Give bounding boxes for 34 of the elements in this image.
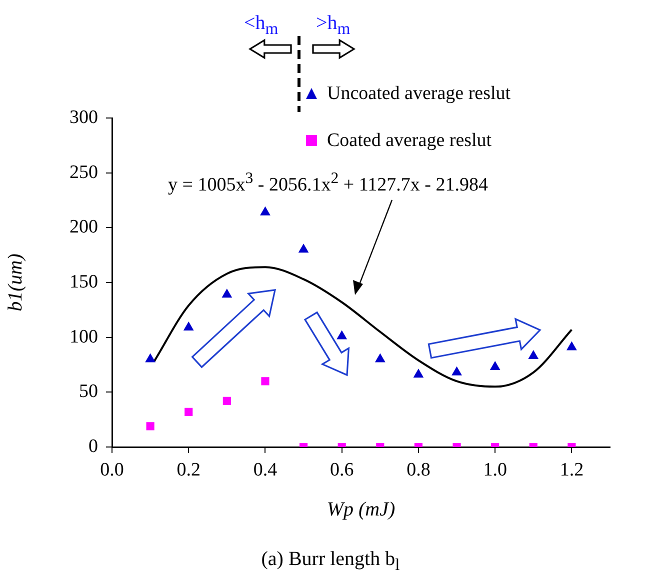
x-tick-label: 0.6 (330, 459, 354, 480)
y-tick-label: 200 (70, 216, 98, 238)
point (260, 206, 270, 216)
y-tick-label: 250 (70, 162, 98, 183)
y-tick-label: 100 (70, 326, 98, 348)
x-tick-label: 0.0 (100, 459, 124, 480)
text: (a) Burr length b$_{l}$ (260, 548, 401, 575)
point (375, 354, 385, 362)
x-tick-label: 0.2 (176, 459, 200, 480)
annotation: y = 1005x$^{3}$ - 2056.1x$^{2}$ + 1127.7x - 21.984 (168, 170, 488, 196)
point (414, 369, 424, 378)
point (337, 330, 347, 340)
point (298, 244, 308, 253)
y-tick-label: 300 (70, 106, 98, 128)
point (528, 350, 538, 359)
text: <h$_{m}$ (244, 12, 278, 39)
x-tick-label: 1.2 (560, 459, 584, 480)
x-tick-label: 1.0 (483, 459, 507, 480)
x-axis-title: Wp (mJ) (326, 498, 396, 520)
legend-label: Coated average reslut (327, 130, 492, 152)
y-tick-label: 150 (70, 271, 98, 292)
legend-label: Uncoated average reslut (327, 82, 511, 104)
y-tick-label: 50 (79, 381, 98, 402)
text: >h$_{m}$ (316, 12, 350, 39)
point (566, 342, 577, 350)
point (222, 289, 232, 298)
x-tick-label: 0.4 (253, 459, 278, 480)
point (490, 361, 500, 370)
point (452, 366, 462, 376)
point (184, 322, 194, 330)
point (145, 354, 156, 362)
y-axis-title: b1(um) (4, 253, 26, 312)
x-tick-label: 0.8 (406, 459, 430, 480)
y-tick-label: 0 (88, 436, 98, 457)
